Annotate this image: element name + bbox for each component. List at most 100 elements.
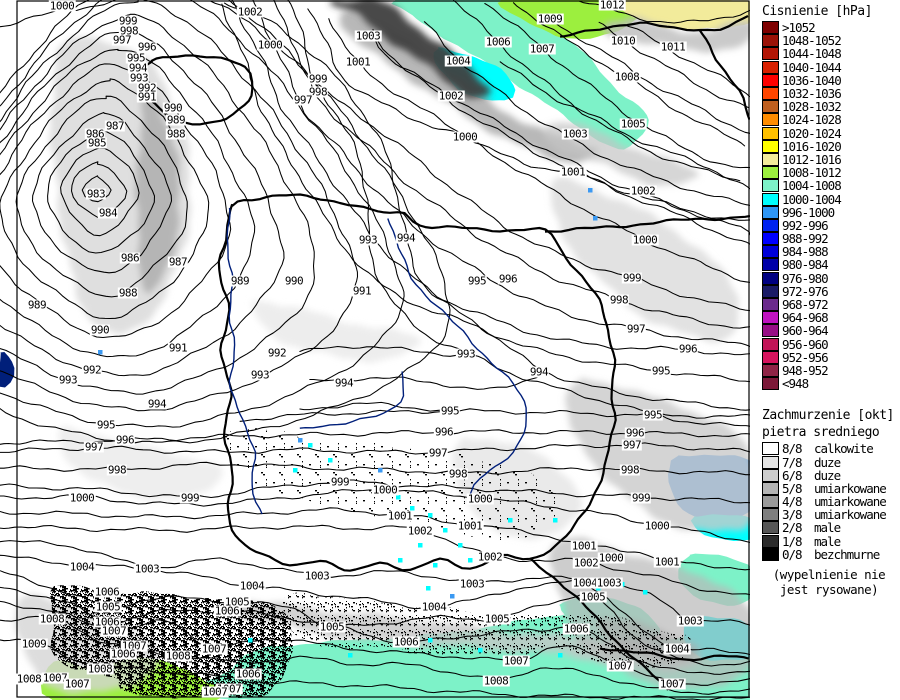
isobar-line — [548, 15, 750, 134]
pressure-range-label: 952-956 — [782, 349, 829, 365]
river-warta — [299, 371, 405, 429]
pressure-legend-row: 996-1000 — [758, 204, 900, 220]
fill-speck — [596, 586, 601, 591]
country-border-border-se — [530, 557, 669, 691]
pressure-color-swatch — [762, 192, 779, 206]
pressure-range-label: 984-988 — [782, 244, 829, 260]
pressure-range-label: 996-1000 — [782, 204, 835, 220]
isobar-line — [307, 8, 750, 283]
pressure-color-swatch — [762, 179, 779, 193]
isobar-line — [0, 0, 359, 412]
isobar-line — [309, 375, 542, 390]
fill-speck — [418, 543, 423, 548]
cloud-shade — [565, 377, 750, 532]
fill-speck — [248, 638, 253, 643]
pressure-legend-row: 1044-1048 — [758, 46, 900, 62]
cloud-legend-row: 2/8 male — [758, 520, 900, 536]
isobar-line — [627, 25, 750, 98]
cloud-amount-label: duze — [814, 454, 841, 470]
cloud-legend-row: 3/8 umiarkowane — [758, 507, 900, 522]
isobar-line — [0, 554, 750, 656]
isobar-line — [0, 78, 210, 320]
isobar-line — [299, 401, 451, 412]
pressure-color-swatch — [762, 21, 779, 35]
isobar-line — [0, 48, 256, 358]
pressure-legend-row: 1040-1044 — [758, 59, 900, 75]
pressure-legend-row: 1004-1008 — [758, 178, 900, 194]
pressure-range-label: 1044-1048 — [782, 46, 842, 62]
pressure-color-swatch — [762, 139, 779, 153]
cloud-amount-label: male — [814, 520, 841, 536]
pressure-legend-row: 980-984 — [758, 257, 900, 272]
pressure-range-label: 1036-1040 — [782, 72, 842, 88]
pressure-legend-title: Cisnienie [hPa] — [762, 4, 872, 19]
isobar-line — [15, 95, 188, 298]
cloud-amount-label: calkowite — [814, 441, 874, 457]
isobar-line — [0, 540, 750, 626]
legend-panel: Cisnienie [hPa] >1052 1048-1052 1044-1048 1… — [758, 0, 900, 700]
cloud-color-swatch — [762, 481, 779, 495]
pressure-range-label: 964-968 — [782, 310, 829, 326]
isobar-line — [70, 161, 128, 219]
country-border-poland — [217, 193, 617, 572]
cloud-color-swatch — [762, 442, 779, 456]
pressure-range-label: 1000-1004 — [782, 191, 842, 207]
pressure-range-label: 1040-1044 — [782, 59, 842, 75]
isobar-line — [484, 2, 750, 169]
isobar-line — [0, 638, 750, 700]
pressure-color-swatch — [762, 377, 779, 391]
cloud-legend-row: 5/8 umiarkowane — [758, 481, 900, 496]
cloud-shade — [601, 16, 750, 53]
fill-speck — [428, 513, 433, 518]
cloud-amount-label: bezchmurne — [814, 546, 880, 562]
isobar-line — [223, 2, 750, 411]
isobar-line — [368, 30, 750, 221]
cloud-color-swatch — [762, 508, 779, 522]
patch-yellow-corner-ne — [606, 0, 750, 30]
isobar-line — [0, 570, 750, 667]
pressure-range-label: 960-964 — [782, 323, 829, 339]
country-border-border-ne — [544, 214, 750, 233]
pressure-color-swatch — [762, 232, 779, 246]
isobar-line — [0, 0, 405, 428]
cloud-legend-row: 4/8 umiarkowane — [758, 494, 900, 509]
cloud-okta-label: 2/8 — [782, 520, 803, 536]
pressure-legend-row: 1008-1012 — [758, 165, 900, 180]
isobar-line — [31, 111, 173, 274]
pressure-range-label: 968-972 — [782, 297, 829, 313]
fill-speck — [553, 518, 558, 523]
pressure-color-swatch — [762, 113, 779, 127]
pressure-legend-row: 1032-1036 — [758, 86, 900, 102]
pressure-range-label: 992-996 — [782, 217, 829, 233]
pressure-legend-row: 948-952 — [758, 363, 900, 378]
fill-speck — [508, 518, 513, 523]
cloud-legend-title: Zachmurzenie [okt] — [762, 408, 894, 424]
pressure-legend-row: 956-960 — [758, 337, 900, 352]
pressure-range-label: >1052 — [782, 20, 816, 36]
pressure-color-swatch — [762, 87, 779, 101]
isobar-line — [372, 28, 750, 236]
pressure-range-label: 1016-1020 — [782, 138, 842, 154]
fill-speck — [308, 443, 313, 448]
pressure-range-label: <948 — [782, 376, 809, 392]
pressure-legend-row: 952-956 — [758, 349, 900, 365]
pressure-map: 1000 999 998 997 996 995 994 993 992 991 990 989 988… — [0, 0, 750, 700]
cloud-okta-label: 8/8 — [782, 441, 803, 457]
fill-speck — [450, 594, 455, 599]
cloud-okta-label: 1/8 — [782, 533, 803, 549]
terrain-contour-texture — [222, 428, 558, 541]
pressure-legend-row: 992-996 — [758, 217, 900, 233]
fill-speck — [98, 350, 103, 355]
pressure-legend-row: 1036-1040 — [758, 72, 900, 88]
pressure-range-label: 976-980 — [782, 270, 829, 286]
fill-speck — [378, 468, 383, 473]
pressure-legend-row: 988-992 — [758, 231, 900, 246]
pressure-legend-row: 976-980 — [758, 270, 900, 286]
pressure-range-label: 972-976 — [782, 283, 829, 299]
pressure-range-label: 1004-1008 — [782, 178, 842, 194]
isobar-line — [221, 3, 750, 383]
pressure-range-label: 1032-1036 — [782, 86, 842, 102]
pressure-legend-row: 1000-1004 — [758, 191, 900, 207]
pressure-color-swatch — [762, 126, 779, 140]
isobar-line — [299, 345, 467, 357]
